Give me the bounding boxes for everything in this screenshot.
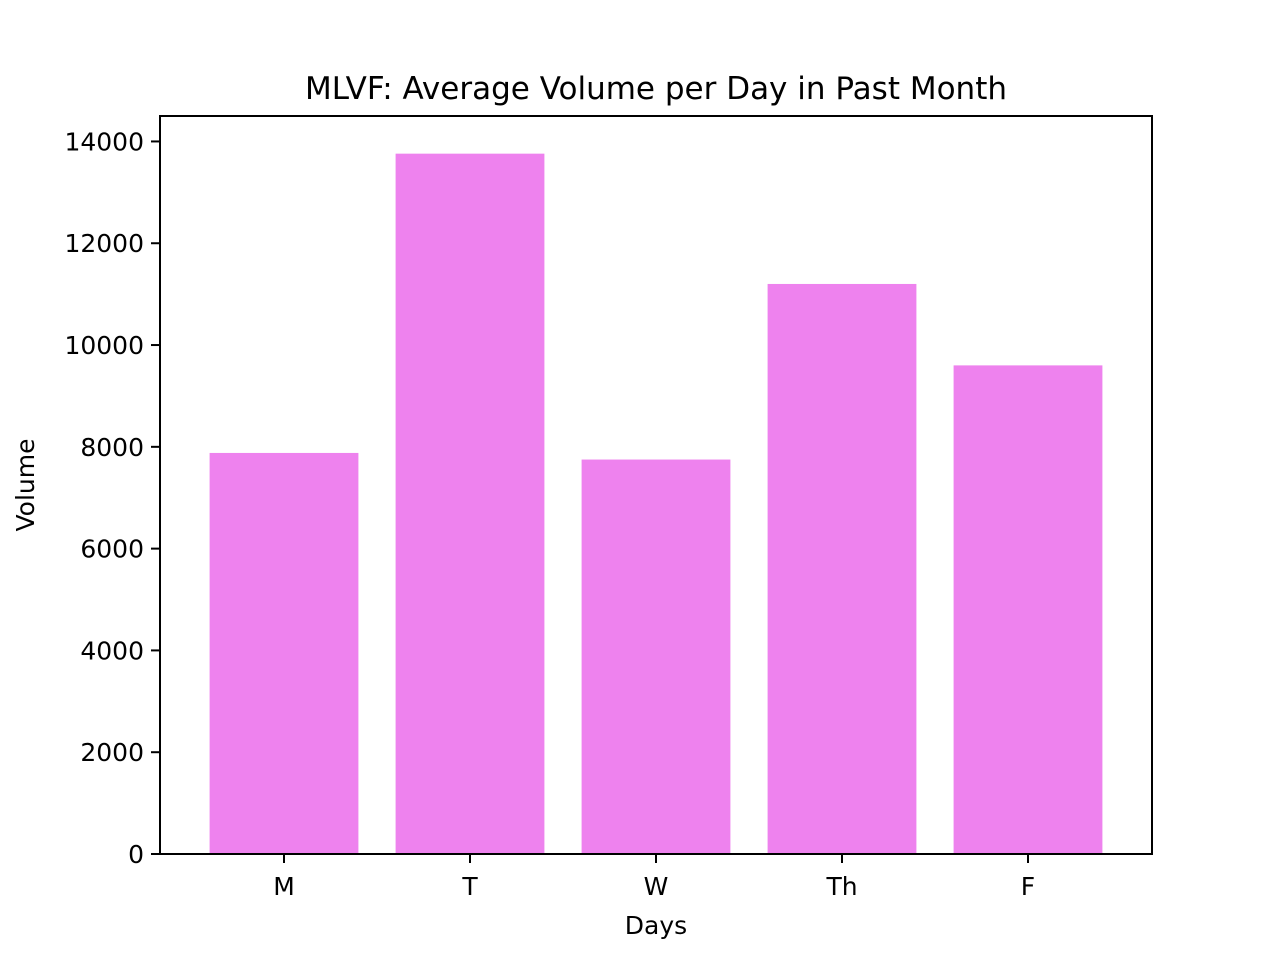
y-axis-label: Volume bbox=[11, 439, 40, 532]
y-tick-label: 4000 bbox=[80, 636, 144, 665]
y-tick-label: 6000 bbox=[80, 535, 144, 564]
y-tick-label: 12000 bbox=[64, 229, 144, 258]
x-tick-label-f: F bbox=[1021, 872, 1035, 901]
bar-t bbox=[395, 153, 545, 854]
bar-th bbox=[767, 283, 917, 855]
bar-f bbox=[953, 365, 1103, 854]
y-tick-label: 2000 bbox=[80, 738, 144, 767]
bar-w bbox=[581, 459, 731, 854]
y-tick-label: 14000 bbox=[64, 127, 144, 156]
x-axis-label: Days bbox=[625, 911, 687, 940]
x-axis: M T W Th F bbox=[273, 854, 1035, 901]
bars-group bbox=[209, 153, 1103, 855]
y-tick-label: 8000 bbox=[80, 433, 144, 462]
x-tick-label-m: M bbox=[273, 872, 295, 901]
y-tick-label: 10000 bbox=[64, 331, 144, 360]
x-tick-label-t: T bbox=[461, 872, 478, 901]
y-axis: 0 2000 4000 6000 8000 10000 12000 14000 bbox=[64, 127, 160, 869]
x-tick-label-th: Th bbox=[825, 872, 857, 901]
chart-title: MLVF: Average Volume per Day in Past Mon… bbox=[305, 71, 1007, 107]
x-tick-label-w: W bbox=[644, 872, 669, 901]
y-tick-label: 0 bbox=[128, 840, 144, 869]
bar-m bbox=[209, 452, 359, 854]
